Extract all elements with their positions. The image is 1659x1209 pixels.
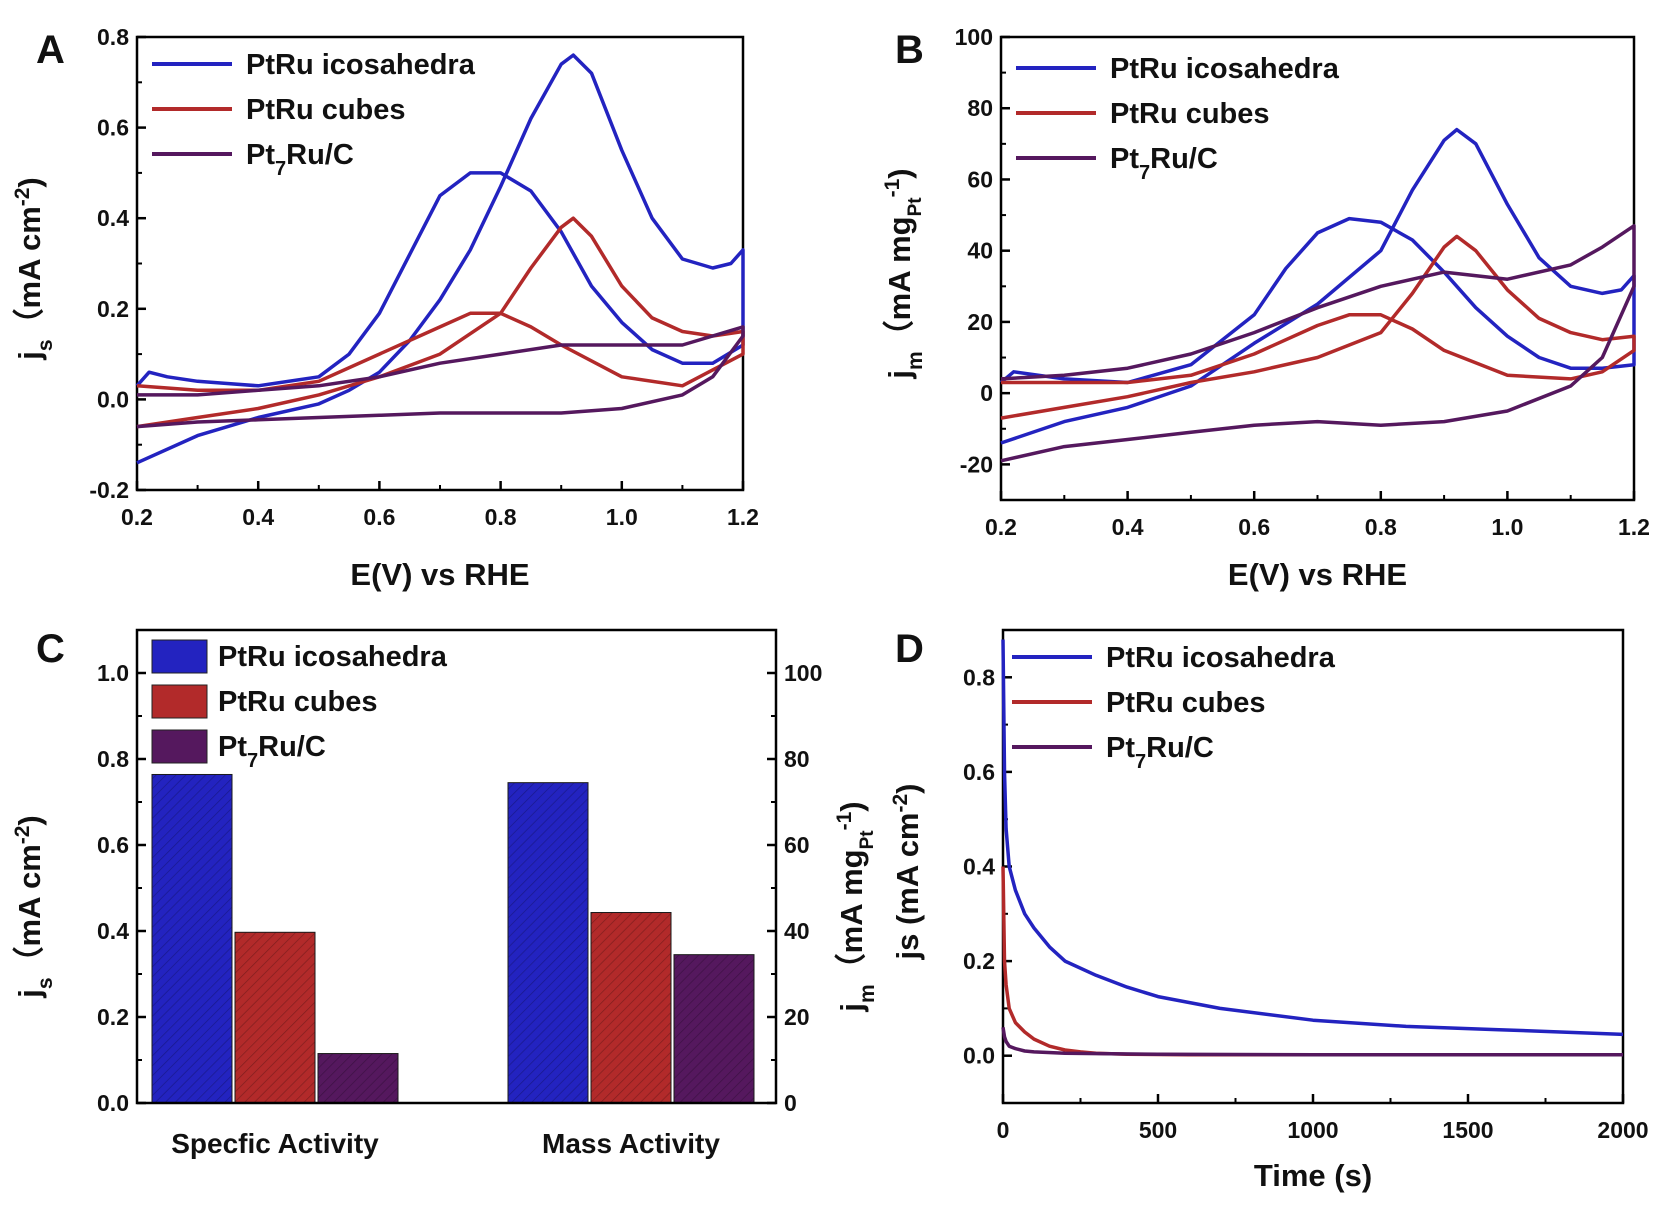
- panel-a-y-tick-label: 0.8: [97, 24, 129, 50]
- panel-a-x-tick-label: 0.4: [242, 504, 274, 530]
- panel-c-y-tick-label: 0.4: [97, 918, 129, 944]
- panel-b-y-tick-label: 60: [967, 166, 993, 192]
- panel-b-x-tick-label: 1.0: [1491, 514, 1523, 540]
- panel-c-y2-tick-label: 80: [784, 746, 810, 772]
- panel-d-x-tick-label: 2000: [1597, 1117, 1648, 1143]
- panel-d-series-pt7ru: [1001, 1027, 1623, 1057]
- panel-c-y-axis-label-right: jm（mA mgPt-1): [833, 801, 879, 1012]
- panel-b-legend-label-icosahedra: PtRu icosahedra: [1110, 53, 1340, 85]
- panel-c-legend-swatch-pt7ru: [151, 729, 208, 764]
- panel-c-activity-bars: 0.0 0.2 0.4 0.6 0.8 1.0 0 20 40 60 80 100 Specfic Ac…: [11, 627, 879, 1159]
- panel-a-x-tick-label: 1.0: [606, 504, 638, 530]
- panel-a-y-tick-label: -0.2: [89, 477, 129, 503]
- panel-a-voltammogram: 0.2 0.4 0.6 0.8 1.0 1.2 -0.2 0.0 0.2 0.4 0.6 0.8 PtR…: [11, 24, 759, 592]
- panel-d-legend-label-cubes: PtRu cubes: [1106, 687, 1266, 719]
- panel-b-x-tick-label: 0.8: [1365, 514, 1397, 540]
- panel-a-x-tick-label: 0.2: [121, 504, 153, 530]
- panel-a-x-tick-label: 1.2: [727, 504, 759, 530]
- panel-c-bar-cubes-0: [234, 931, 316, 1104]
- panel-c-bar-pt7ru-1: [673, 954, 755, 1104]
- panel-d-series-icosahedra: [1001, 639, 1624, 1037]
- panel-b-series-cubes: [1000, 234, 1636, 420]
- panel-b-legend-label-cubes: PtRu cubes: [1110, 98, 1270, 130]
- panel-a-y-tick-label: 0.6: [97, 115, 129, 141]
- panel-d-legend-label-pt7ru: Pt7Ru/C: [1106, 732, 1214, 773]
- panel-c-y-tick-label: 0.2: [97, 1004, 129, 1030]
- panel-c-y2-tick-label: 100: [784, 660, 822, 686]
- panel-a-legend-label-icosahedra: PtRu icosahedra: [246, 49, 476, 81]
- panel-c-category-label: Mass Activity: [542, 1128, 720, 1159]
- panel-a-legend-label-cubes: PtRu cubes: [246, 94, 406, 126]
- panel-c-y2-tick-label: 20: [784, 1004, 810, 1030]
- panel-d-legend-label-icosahedra: PtRu icosahedra: [1106, 642, 1336, 674]
- panel-c-y-tick-label: 0.0: [97, 1090, 129, 1116]
- panel-b-y-tick-label: 0: [980, 380, 993, 406]
- panel-b-x-tick-label: 0.2: [985, 514, 1017, 540]
- panel-c-y2-tick-label: 40: [784, 918, 810, 944]
- panel-d-x-axis-label: Time (s): [1254, 1158, 1372, 1193]
- panel-c-bar-icosahedra-1: [507, 782, 589, 1104]
- panel-b-x-tick-label: 0.4: [1112, 514, 1144, 540]
- panel-c-y-tick-label: 0.8: [97, 746, 129, 772]
- panel-b-y-tick-label: -20: [960, 451, 993, 477]
- panel-d-series-cubes: [1001, 866, 1623, 1057]
- panel-b-y-tick-label: 100: [955, 24, 993, 50]
- panel-a-y-tick-label: 0.4: [97, 205, 129, 231]
- panel-b-x-tick-label: 1.2: [1618, 514, 1650, 540]
- panel-b-y-tick-label: 80: [967, 95, 993, 121]
- panel-d-y-tick-label: 0.4: [963, 854, 995, 880]
- panel-b-y-axis-label: jm（mA mgPt-1): [881, 168, 927, 379]
- panel-d-x-tick-label: 1000: [1287, 1117, 1338, 1143]
- panel-c-y2-tick-label: 60: [784, 832, 810, 858]
- panel-a-panel-letter: A: [36, 28, 65, 72]
- panel-d-y-tick-label: 0.8: [963, 664, 995, 690]
- panel-c-category-label: Specfic Activity: [171, 1128, 379, 1159]
- panel-b-voltammogram: 0.2 0.4 0.6 0.8 1.0 1.2 -20 0 20 40 60 80 100 PtRu ic…: [881, 24, 1650, 592]
- panel-a-x-tick-label: 0.6: [363, 504, 395, 530]
- panel-c-plot-frame: [135, 628, 778, 1105]
- panel-a-y-tick-label: 0.0: [97, 386, 129, 412]
- panel-a-legend-label-pt7ru: Pt7Ru/C: [246, 139, 354, 180]
- panel-a-series-pt7ru: [136, 325, 745, 429]
- panel-c-y-tick-label: 0.6: [97, 832, 129, 858]
- panel-c-y-tick-label: 1.0: [97, 660, 129, 686]
- panel-b-x-tick-label: 0.6: [1238, 514, 1270, 540]
- panel-b-panel-letter: B: [895, 28, 924, 72]
- panel-b-y-tick-label: 40: [967, 238, 993, 264]
- panel-c-legend-label-cubes: PtRu cubes: [218, 686, 378, 718]
- panel-c-y-axis-label-left: js（mA cm-2): [11, 815, 57, 999]
- panel-b-legend-label-pt7ru: Pt7Ru/C: [1110, 143, 1218, 184]
- panel-c-bar-cubes-1: [590, 912, 672, 1104]
- panel-d-y-tick-label: 0.6: [963, 759, 995, 785]
- panel-c-bar-icosahedra-0: [151, 773, 233, 1104]
- panel-c-legend-swatch-icosahedra: [151, 639, 208, 674]
- panel-b-x-axis-label: E(V) vs RHE: [1228, 557, 1407, 592]
- panel-d-chronoamperometry: 0 500 1000 1500 2000 0.0 0.2 0.4 0.6 0.8 PtRu icos…: [889, 627, 1649, 1193]
- panel-b-plot-frame: [999, 35, 1636, 502]
- panel-d-x-tick-label: 0: [997, 1117, 1010, 1143]
- panel-c-legend-swatch-cubes: [151, 684, 208, 719]
- panel-b-series-pt7ru: [1000, 224, 1636, 463]
- panel-a-x-tick-label: 0.8: [485, 504, 517, 530]
- panel-b-series-icosahedra: [999, 127, 1636, 445]
- panel-c-bar-pt7ru-0: [317, 1053, 399, 1104]
- panel-d-x-tick-label: 1500: [1442, 1117, 1493, 1143]
- panel-a-series-icosahedra: [135, 53, 745, 465]
- panel-d-y-tick-label: 0.2: [963, 948, 995, 974]
- panel-d-x-tick-label: 500: [1139, 1117, 1177, 1143]
- panel-a-x-axis-label: E(V) vs RHE: [350, 557, 529, 592]
- panel-c-legend-label-icosahedra: PtRu icosahedra: [218, 641, 448, 673]
- panel-c-legend-label-pt7ru: Pt7Ru/C: [218, 731, 326, 772]
- panel-c-y2-tick-label: 0: [784, 1090, 797, 1116]
- panel-c-panel-letter: C: [36, 627, 65, 671]
- panel-a-y-tick-label: 0.2: [97, 296, 129, 322]
- panel-d-y-axis-label: js (mA cm-2): [889, 783, 926, 960]
- panel-a-y-axis-label: js（mA cm-2): [11, 177, 57, 361]
- panel-b-y-tick-label: 20: [967, 309, 993, 335]
- panel-d-panel-letter: D: [895, 627, 924, 671]
- panel-d-y-tick-label: 0.0: [963, 1043, 995, 1069]
- panel-a-series-cubes: [136, 216, 745, 429]
